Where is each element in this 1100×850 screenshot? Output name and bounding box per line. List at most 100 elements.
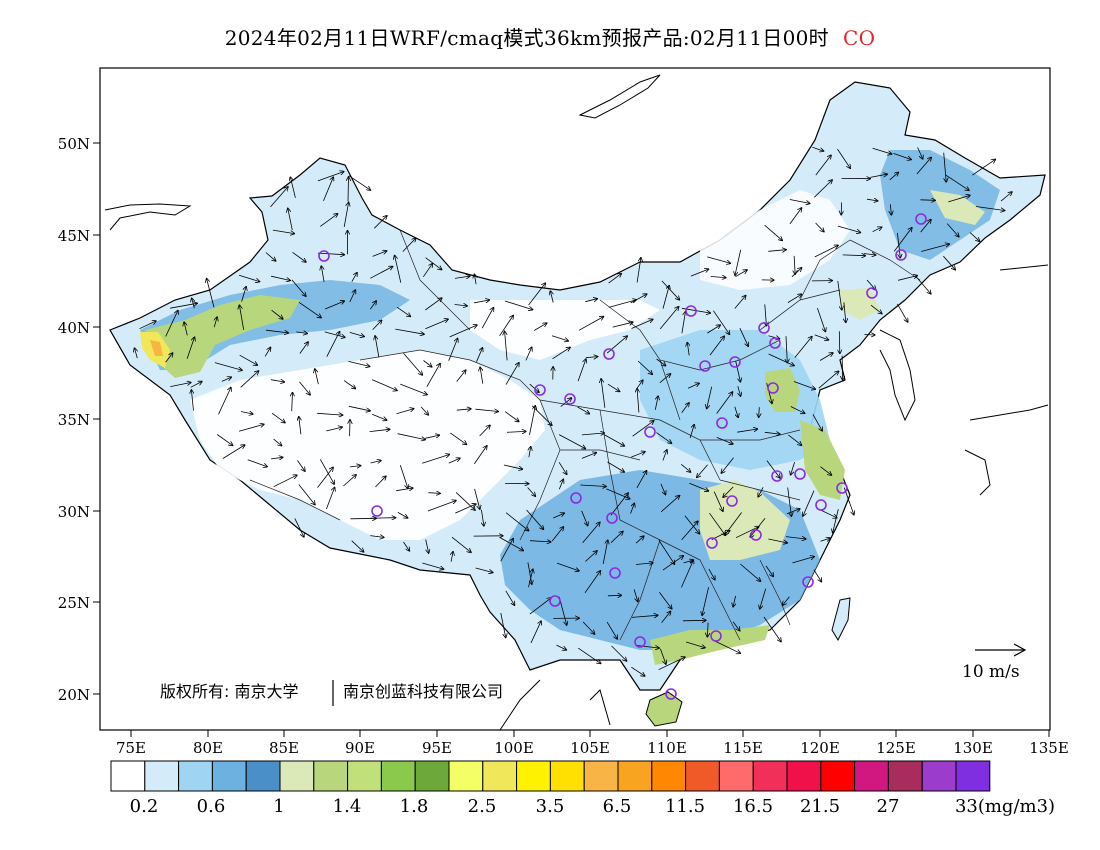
colorbar-label: 3.5 — [536, 796, 565, 817]
wind-arrow — [192, 298, 195, 309]
wind-arrow — [581, 510, 588, 526]
colorbar-label: 0.2 — [130, 796, 159, 817]
colorbar-swatch — [482, 760, 518, 792]
wind-arrow — [348, 361, 369, 366]
wind-arrow — [631, 666, 644, 676]
wind-arrow — [786, 509, 800, 515]
wind-arrow — [271, 412, 285, 422]
y-tick-label: 25N — [58, 594, 90, 612]
city-marker — [699, 360, 711, 372]
wind-arrow — [898, 276, 917, 281]
wind-arrow — [422, 264, 432, 278]
wind-arrow — [455, 504, 476, 514]
wind-arrow — [479, 425, 490, 437]
wind-arrow — [758, 487, 764, 496]
wind-arrow — [449, 325, 477, 338]
city-marker — [729, 356, 741, 368]
wind-arrow — [320, 214, 337, 227]
wind-arrow — [529, 598, 551, 615]
city-marker — [794, 468, 806, 480]
wind-arrow — [815, 222, 824, 232]
colorbar-swatch — [347, 760, 382, 792]
x-tick-label: 90E — [345, 739, 375, 757]
wind-arrow — [505, 363, 519, 385]
colorbar-swatch — [718, 760, 754, 792]
wind-arrow — [844, 302, 846, 322]
colorbar-label: 1.4 — [333, 796, 362, 817]
tarim-green-region — [145, 295, 300, 378]
wind-arrow — [214, 317, 217, 328]
wind-arrow — [218, 388, 231, 415]
wind-arrow — [631, 452, 645, 458]
colorbar-swatch — [448, 760, 484, 792]
wind-arrow — [456, 370, 466, 382]
wind-arrow — [659, 374, 671, 384]
wind-arrow — [402, 238, 416, 252]
wind-arrow — [551, 335, 568, 341]
wind-arrow — [723, 486, 734, 497]
y-tick-label: 40N — [58, 319, 90, 337]
wind-arrow — [504, 300, 533, 310]
hubei-green-region — [700, 480, 790, 560]
wind-arrow — [348, 175, 371, 190]
city-marker — [570, 492, 582, 504]
colorbar-swatch — [279, 760, 315, 792]
wind-arrow — [298, 301, 321, 317]
wind-reference: 10 m/s — [962, 643, 1027, 682]
wind-arrow — [611, 645, 627, 661]
colorbar-swatch — [211, 760, 247, 792]
wind-arrow — [819, 509, 837, 517]
wind-arrow — [707, 325, 720, 334]
wind-arrow — [503, 464, 523, 469]
wind-arrow — [454, 305, 467, 306]
wind-arrow — [321, 266, 325, 282]
wind-arrow — [324, 301, 344, 310]
wind-arrow — [658, 540, 675, 564]
wind-arrow — [631, 319, 653, 329]
wind-arrow — [425, 539, 429, 554]
city-marker — [716, 417, 728, 429]
colorbar-swatch — [549, 760, 585, 792]
wind-arrow — [326, 427, 342, 432]
wind-arrow — [580, 485, 606, 487]
colorbar-swatch — [380, 760, 416, 792]
wind-arrow — [481, 308, 493, 329]
plot-frame — [99, 67, 1051, 731]
colorbar-swatch — [955, 760, 991, 792]
wind-arrow — [787, 294, 802, 303]
title-text: 2024年02月11日WRF/cmaq模式36km预报产品:02月11日00时 — [224, 26, 829, 50]
wind-arrow — [681, 312, 686, 334]
city-marker — [726, 495, 738, 507]
wind-arrow — [814, 180, 832, 198]
wind-arrow — [768, 250, 786, 252]
wind-arrow — [427, 501, 456, 512]
wind-arrow — [271, 275, 290, 280]
wind-arrow — [397, 433, 426, 440]
wind-arrow — [273, 475, 297, 488]
colorbar-swatch — [516, 760, 551, 792]
wind-arrow — [270, 187, 288, 208]
wind-arrow — [612, 322, 633, 328]
wind-arrow — [662, 286, 669, 309]
wind-arrow — [606, 336, 627, 354]
wind-arrow — [792, 557, 815, 564]
wind-arrow — [793, 381, 815, 390]
wind-arrow — [396, 409, 414, 415]
wind-arrow — [165, 353, 173, 363]
wind-arrow — [915, 275, 931, 294]
wind-arrow — [400, 383, 427, 395]
wind-arrow — [526, 509, 544, 529]
colorbar-swatch — [752, 760, 788, 792]
wind-arrow — [630, 503, 635, 514]
wind-arrow — [475, 567, 493, 573]
wind-arrow — [783, 596, 790, 605]
wind-arrow — [350, 466, 360, 467]
wind-arrow — [766, 460, 780, 478]
wind-arrow — [581, 433, 604, 435]
wind-arrow — [420, 406, 428, 415]
wind-arrow — [578, 317, 604, 331]
city-marker — [603, 348, 615, 360]
wind-arrow — [787, 487, 792, 517]
x-tick-label: 80E — [193, 739, 223, 757]
wind-arrow — [765, 565, 773, 577]
